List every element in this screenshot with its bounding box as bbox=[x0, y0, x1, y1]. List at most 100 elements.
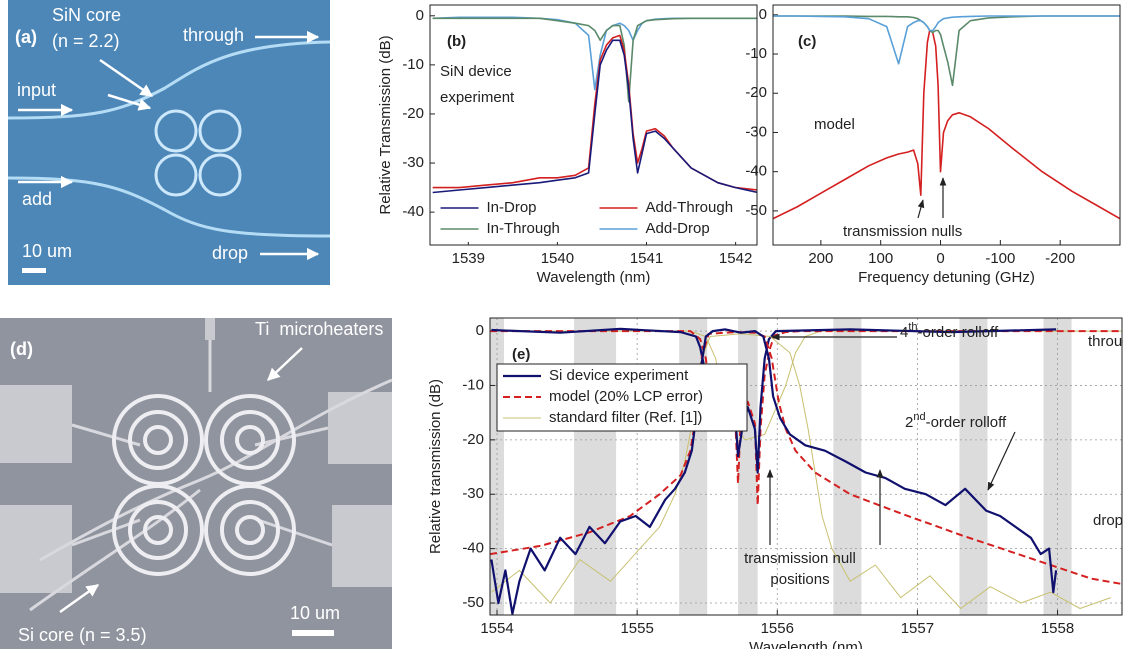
annotation: model bbox=[814, 116, 855, 133]
legend: Si device experiment model (20% LCP error… bbox=[496, 363, 748, 432]
x-tick-label: 1557 bbox=[901, 620, 934, 637]
waveguide bbox=[7, 40, 331, 120]
x-tick-label: 200 bbox=[808, 250, 833, 267]
y-tick-label: -20 bbox=[462, 431, 484, 448]
x-tick-label: 0 bbox=[936, 250, 944, 267]
y-axis-label: Relative Transmission (dB) bbox=[377, 35, 394, 214]
y-tick-label: 0 bbox=[416, 7, 424, 24]
x-axis-label: Wavelength (nm) bbox=[749, 639, 863, 649]
chart: 0 -10 -20 -30 -40 1539 1540 1541 1542 Wavelength … bbox=[377, 4, 758, 286]
x-tick-label: 1558 bbox=[1041, 620, 1074, 637]
pointer bbox=[99, 58, 154, 98]
y-tick-label: -10 bbox=[745, 45, 767, 62]
y-tick-label: -30 bbox=[745, 123, 767, 140]
y-axis-label: Relative transmission (dB) bbox=[427, 379, 444, 554]
annotation-part: -order rolloff bbox=[918, 324, 999, 341]
pointer bbox=[107, 93, 152, 111]
y-tick-label: -50 bbox=[745, 202, 767, 219]
label: add bbox=[22, 189, 52, 209]
series-line bbox=[490, 328, 1058, 615]
legend-label: Add-Drop bbox=[646, 220, 710, 237]
legend: In-Drop Add-Through In-Through Add-Drop bbox=[434, 196, 753, 242]
panel-label: (d) bbox=[10, 339, 33, 359]
series-line bbox=[773, 15, 1120, 65]
y-tick-label: -10 bbox=[402, 56, 424, 73]
x-tick-label: 1554 bbox=[480, 620, 513, 637]
y-tick-label: -40 bbox=[402, 203, 424, 220]
y-tick-label: -40 bbox=[745, 163, 767, 180]
pointer bbox=[267, 347, 303, 381]
x-tick-label: 1541 bbox=[630, 250, 663, 267]
annotation-arrows bbox=[766, 177, 1016, 545]
series-line bbox=[432, 39, 757, 194]
x-tick-label: 1556 bbox=[761, 620, 794, 637]
photo-background bbox=[8, 0, 330, 285]
shaded-band bbox=[833, 318, 862, 615]
y-tick-label: 0 bbox=[759, 6, 767, 23]
x-tick-label: 1555 bbox=[620, 620, 653, 637]
y-tick-label: -10 bbox=[462, 376, 484, 393]
series-line bbox=[432, 17, 757, 103]
legend-label: In-Drop bbox=[487, 199, 537, 216]
y-tick-label: -20 bbox=[745, 84, 767, 101]
y-tick-label: -30 bbox=[402, 154, 424, 171]
y-tick-label: -30 bbox=[462, 485, 484, 502]
label: SiN core bbox=[52, 5, 121, 25]
label: (n = 2.2) bbox=[52, 31, 120, 51]
shaded-band bbox=[959, 318, 988, 615]
annotation: 2nd-order rolloff bbox=[905, 411, 1007, 431]
waveguide bbox=[7, 176, 331, 238]
rings bbox=[154, 109, 242, 197]
legend-label: Add-Through bbox=[646, 199, 734, 216]
x-tick-label: -100 bbox=[985, 250, 1015, 267]
y-tick-label: 0 bbox=[476, 322, 484, 339]
label: Si core (n = 3.5) bbox=[18, 625, 147, 645]
y-tick-label: -50 bbox=[462, 594, 484, 611]
legend-label: Si device experiment bbox=[549, 367, 689, 384]
photo-background bbox=[0, 318, 392, 649]
chart: 0 -10 -20 -30 -40 -50 200 100 0 -100 -200 Frequency… bbox=[745, 4, 1121, 286]
series-line bbox=[773, 15, 1120, 87]
charts: 0 -10 -20 -30 -40 1539 1540 1541 1542 Wavelength … bbox=[377, 4, 1123, 649]
annotation: (b) bbox=[447, 33, 466, 50]
chart: 0 -10 -20 -30 -40 -50 1554 1555 1556 1557 1558 Wave… bbox=[427, 317, 1123, 649]
label: drop bbox=[212, 243, 248, 263]
legend-box bbox=[434, 196, 753, 242]
scale-bar bbox=[292, 630, 334, 636]
label: through bbox=[183, 25, 244, 45]
waveguides bbox=[29, 340, 393, 612]
photo-a: (a) SiN core (n = 2.2) through input add… bbox=[7, 0, 331, 285]
series-line bbox=[490, 331, 1122, 585]
annotation: transmission nulls bbox=[843, 223, 962, 240]
annotation-part: 2 bbox=[905, 414, 913, 431]
shaded-band bbox=[738, 318, 758, 615]
label: 10 um bbox=[22, 241, 72, 261]
panel-label: (a) bbox=[15, 27, 37, 47]
legend-label: model (20% LCP error) bbox=[549, 388, 703, 405]
annotation-part: 4 bbox=[900, 324, 908, 341]
annotation: positions bbox=[770, 571, 829, 588]
pointer bbox=[59, 583, 100, 614]
x-tick-label: 100 bbox=[868, 250, 893, 267]
annotation-part: th bbox=[908, 321, 917, 333]
x-tick-label: 1539 bbox=[452, 250, 485, 267]
annotation-part: -order rolloff bbox=[926, 414, 1007, 431]
frame bbox=[772, 4, 1121, 246]
frame bbox=[489, 317, 1123, 616]
label: Ti microheaters bbox=[255, 319, 383, 339]
label: 10 um bbox=[290, 603, 340, 623]
annotation: experiment bbox=[440, 89, 515, 106]
annotation: drop bbox=[1093, 512, 1123, 529]
x-axis-label: Wavelength (nm) bbox=[537, 269, 651, 286]
y-tick-label: -40 bbox=[462, 540, 484, 557]
x-tick-label: -200 bbox=[1045, 250, 1075, 267]
annotation: transmission null bbox=[744, 550, 856, 567]
annotation: through bbox=[1088, 333, 1123, 350]
photo-d: (d) Ti microheaters Si core (n = 3.5) 10… bbox=[0, 318, 393, 649]
annotation: (c) bbox=[798, 33, 816, 50]
annotation: (e) bbox=[512, 346, 530, 363]
annotation-part: nd bbox=[913, 411, 925, 423]
frame bbox=[429, 4, 758, 246]
